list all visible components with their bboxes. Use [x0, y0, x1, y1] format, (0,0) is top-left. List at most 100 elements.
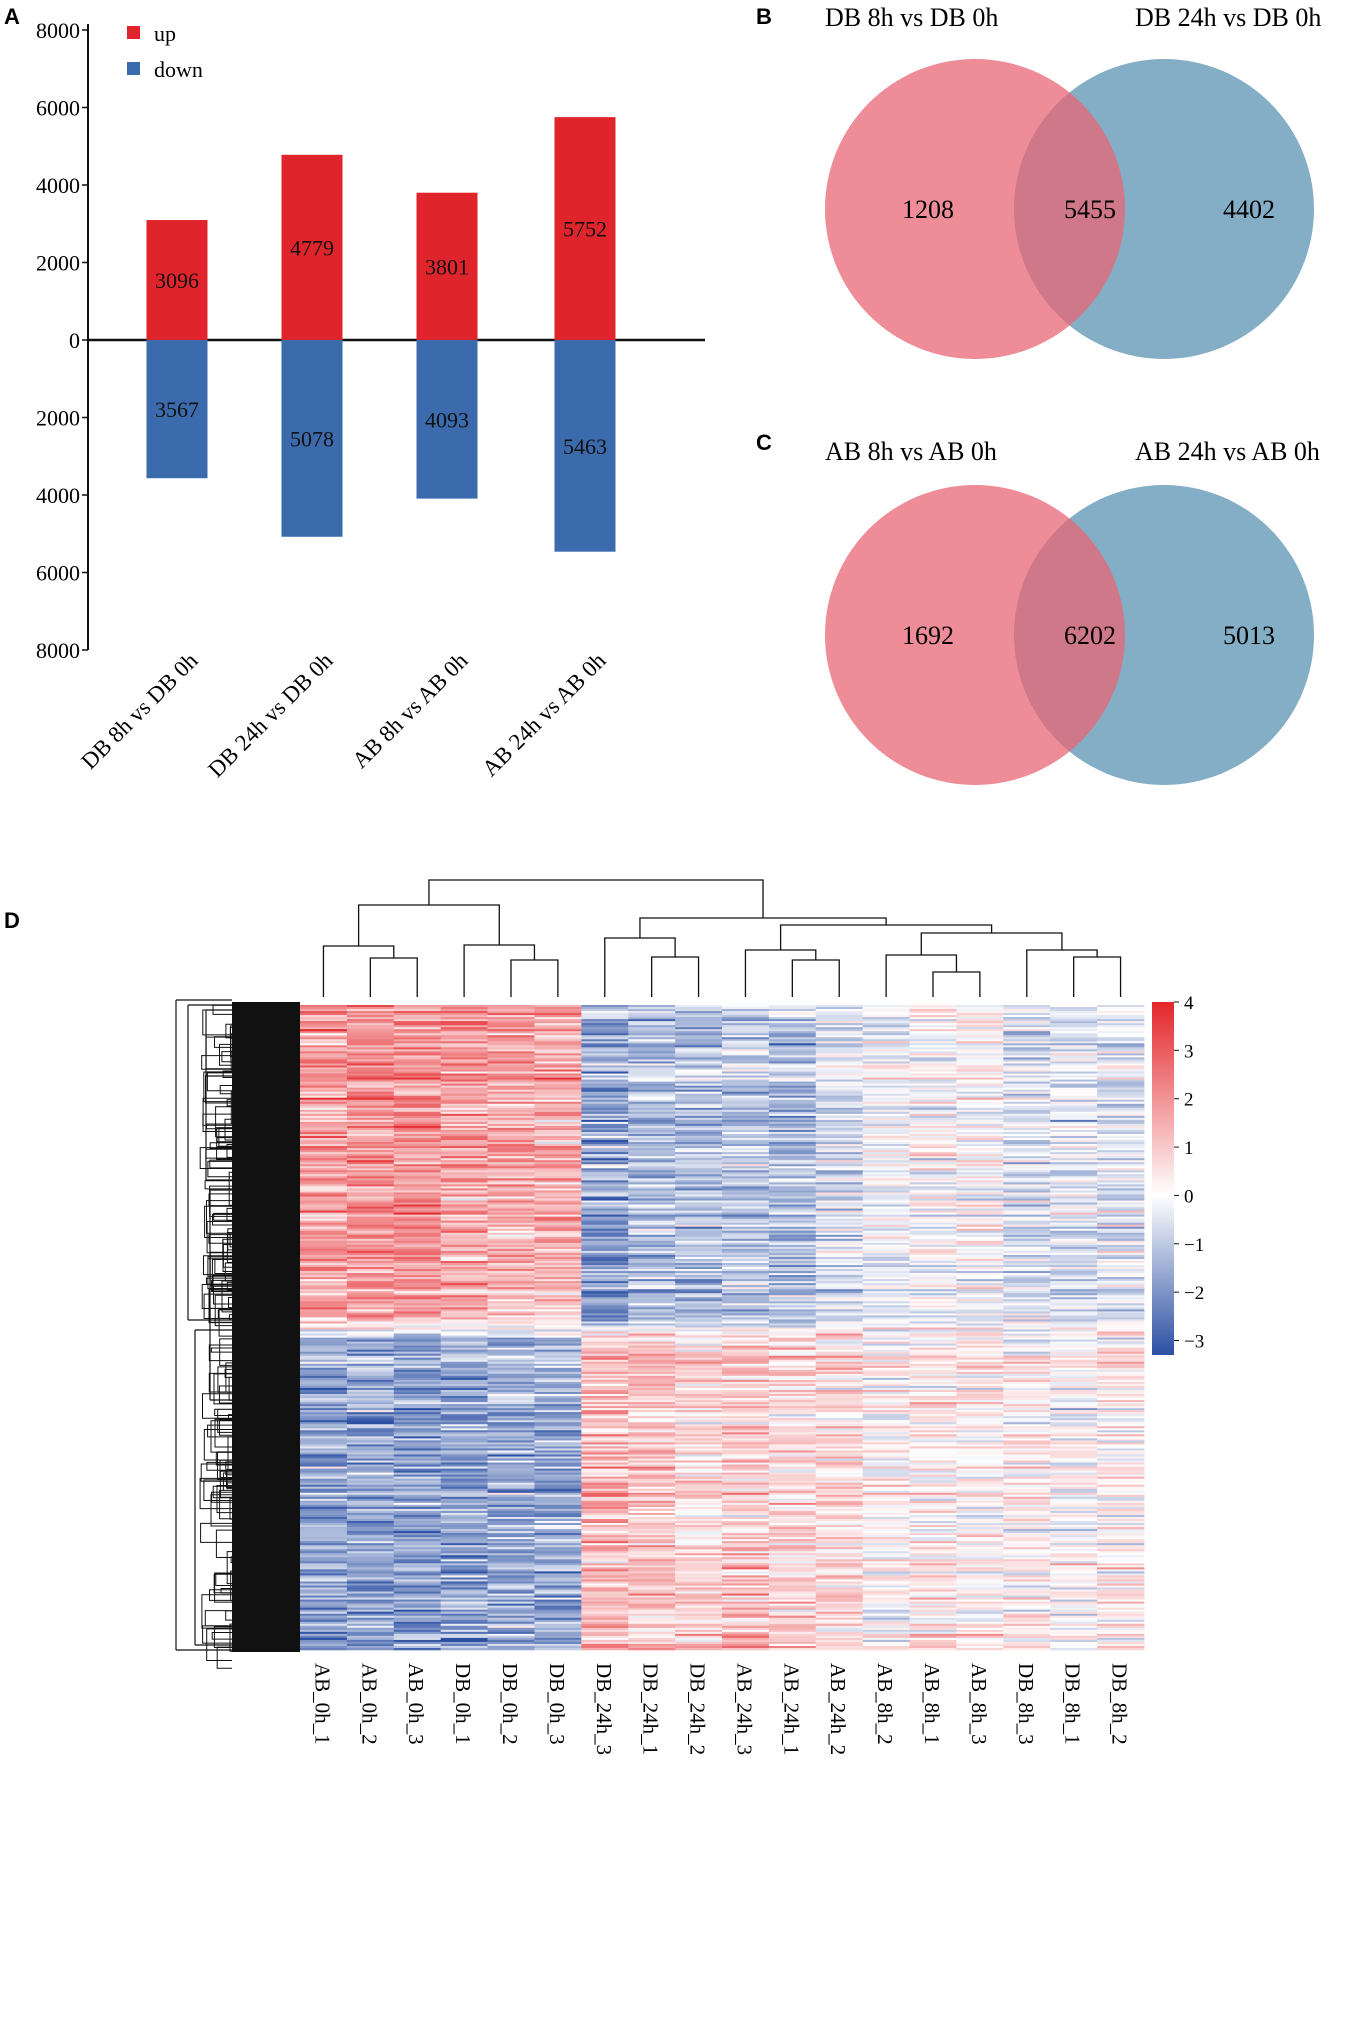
heatmap-cell	[909, 1460, 957, 1463]
heatmap-cell	[722, 1055, 770, 1058]
heatmap-cell	[815, 1045, 864, 1048]
heatmap-cell	[956, 1398, 1004, 1401]
heatmap-cell	[768, 1232, 817, 1236]
heatmap-cell	[628, 1166, 676, 1169]
heatmap-cell	[628, 1117, 676, 1121]
heatmap-cell	[440, 1263, 488, 1266]
heatmap-cell	[487, 1480, 535, 1484]
heatmap-cell	[675, 1138, 723, 1141]
heatmap-cell	[956, 1083, 1004, 1086]
heatmap-cell	[581, 1206, 629, 1209]
heatmap-cell	[440, 1234, 488, 1238]
heatmap-cell	[1097, 1117, 1145, 1121]
heatmap-cell	[768, 1279, 817, 1282]
heatmap-cell	[1097, 1202, 1145, 1205]
heatmap-cell	[768, 1037, 817, 1040]
heatmap-cell	[393, 1293, 442, 1296]
heatmap-cell	[440, 1140, 488, 1143]
heatmap-cell	[1003, 1363, 1051, 1367]
heatmap-cell	[815, 1113, 864, 1117]
heatmap-cell	[1097, 1238, 1145, 1242]
y-tick-label: 2000	[36, 251, 80, 276]
heatmap-cell	[440, 1398, 488, 1401]
heatmap-cell	[440, 1260, 488, 1264]
heatmap-cell	[675, 1482, 723, 1486]
row-dendrogram-spine	[194, 1329, 232, 1646]
heatmap-cell	[628, 1279, 676, 1282]
heatmap-cell	[956, 1119, 1004, 1123]
heatmap-cell	[675, 1420, 723, 1423]
heatmap-cell	[1097, 1476, 1145, 1479]
heatmap-cell	[815, 1464, 864, 1467]
heatmap-cell	[346, 1156, 395, 1159]
heatmap-cell	[534, 1091, 582, 1094]
heatmap-cell	[581, 1518, 629, 1522]
heatmap-cell	[722, 1146, 770, 1149]
heatmap-cell	[487, 1291, 535, 1294]
heatmap-cell	[534, 1458, 582, 1461]
heatmap-cell	[628, 1277, 676, 1280]
heatmap-cell	[628, 1015, 676, 1018]
heatmap-cell	[346, 1099, 395, 1103]
bar-down-label: 4093	[425, 407, 469, 432]
heatmap-cell	[487, 1438, 535, 1441]
heatmap-cell	[675, 1267, 723, 1270]
heatmap-cell	[956, 1158, 1004, 1161]
heatmap-cell	[346, 1234, 395, 1238]
heatmap-cell	[346, 1470, 395, 1473]
heatmap-cell	[581, 1383, 629, 1387]
heatmap-cell	[862, 1470, 910, 1473]
heatmap-cell	[675, 1029, 723, 1032]
heatmap-cell	[675, 1452, 723, 1455]
heatmap-cell	[487, 1218, 535, 1221]
heatmap-cell	[346, 1355, 395, 1359]
heatmap-cell	[815, 1043, 864, 1046]
heatmap-cell	[768, 1198, 817, 1201]
heatmap-cell	[722, 1496, 770, 1500]
heatmap-cell	[487, 1426, 535, 1429]
heatmap-cell	[487, 1260, 535, 1264]
heatmap-cell	[956, 1172, 1004, 1175]
heatmap-cell	[862, 1073, 910, 1076]
heatmap-cell	[346, 1381, 395, 1385]
heatmap-cell	[1050, 1460, 1098, 1463]
heatmap-cell	[534, 1172, 582, 1175]
heatmap-cell	[440, 1037, 488, 1040]
heatmap-cell	[534, 1047, 582, 1050]
heatmap-cell	[487, 1035, 535, 1038]
heatmap-cell	[909, 1269, 957, 1272]
heatmap-cell	[393, 1065, 442, 1068]
heatmap-cell	[956, 1160, 1004, 1163]
heatmap-cell	[956, 1150, 1004, 1153]
heatmap-cell	[534, 1416, 582, 1419]
heatmap-cell	[815, 1355, 864, 1359]
heatmap-cell	[722, 1281, 770, 1284]
heatmap-cell	[628, 1404, 676, 1407]
heatmap-cell	[1097, 1303, 1145, 1306]
heatmap-cell	[487, 1392, 535, 1395]
heatmap-cell	[1097, 1438, 1145, 1441]
heatmap-cell	[862, 1267, 910, 1270]
heatmap-cell	[487, 1470, 535, 1473]
heatmap-cell	[722, 1323, 770, 1326]
heatmap-cell	[393, 1196, 442, 1199]
heatmap-cell	[862, 1478, 910, 1481]
heatmap-cell	[862, 1093, 910, 1097]
heatmap-cell	[1097, 1210, 1145, 1213]
heatmap-cell	[300, 1063, 348, 1066]
heatmap-cell	[440, 1301, 488, 1304]
heatmap-cell	[1097, 1482, 1145, 1486]
heatmap-cell	[1050, 1444, 1098, 1447]
heatmap-cell	[300, 1482, 348, 1486]
heatmap-cell	[346, 1039, 395, 1042]
heatmap-cell	[956, 1220, 1004, 1223]
heatmap-cell	[346, 1547, 395, 1550]
heatmap-cell	[1097, 1142, 1145, 1145]
heatmap-cell	[1097, 1039, 1145, 1042]
heatmap-cell	[768, 1168, 817, 1171]
heatmap-cell	[300, 1521, 348, 1524]
heatmap-cell	[1050, 1129, 1098, 1133]
heatmap-cell	[768, 1466, 817, 1469]
y-tick-label: 0	[69, 328, 80, 353]
heatmap-cell	[581, 1194, 629, 1197]
